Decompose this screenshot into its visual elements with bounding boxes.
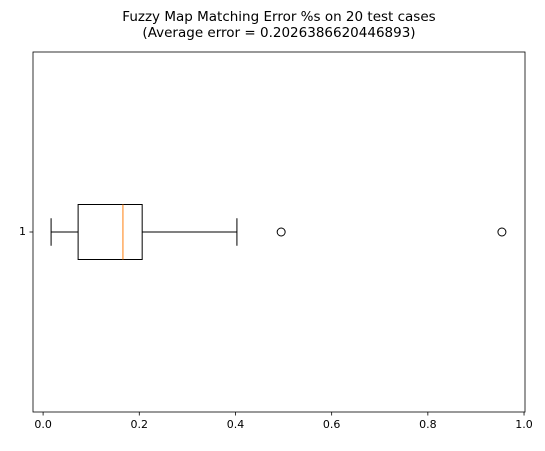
y-tick-label: 1: [19, 225, 26, 238]
x-tick-label: 0.6: [323, 418, 341, 431]
outlier: [497, 227, 507, 237]
x-tick-label: 0.0: [34, 418, 52, 431]
chart-subtitle: (Average error = 0.2026386620446893): [142, 25, 415, 41]
x-tick-label: 0.4: [227, 418, 245, 431]
plot-frame: [32, 51, 526, 413]
chart-title: Fuzzy Map Matching Error %s on 20 test c…: [122, 9, 435, 25]
x-tick-label: 0.8: [419, 418, 437, 431]
outlier: [276, 227, 286, 237]
x-tick-label: 0.2: [131, 418, 149, 431]
x-tick-label: 1.0: [515, 418, 533, 431]
box: [77, 204, 143, 260]
